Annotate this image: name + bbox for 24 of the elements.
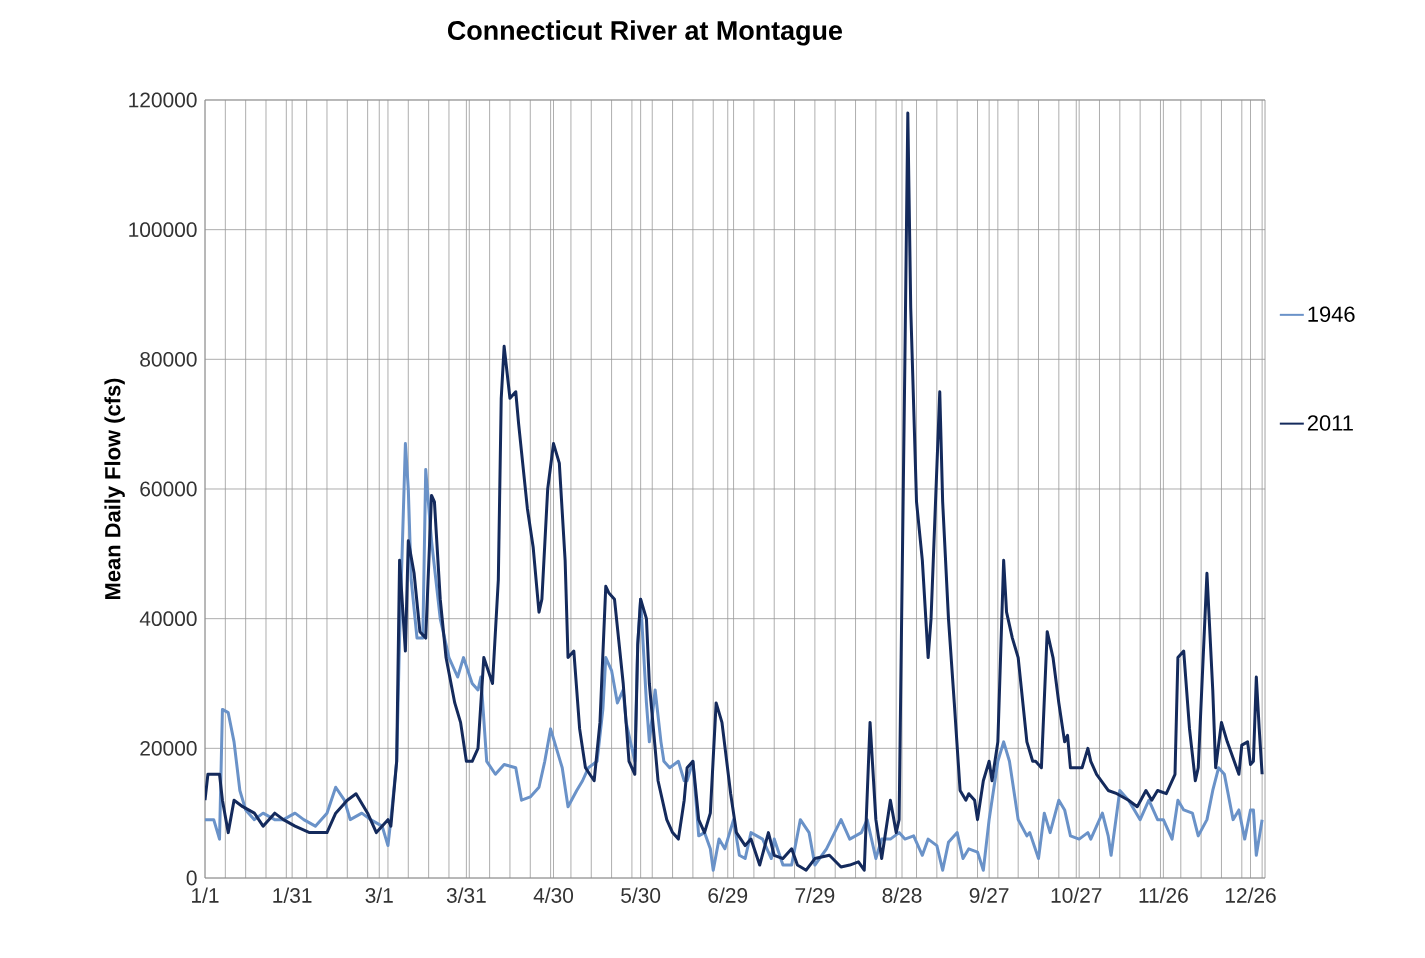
x-tick-label: 11/26 [1139, 887, 1188, 903]
y-tick-label: 80000 [140, 351, 197, 367]
y-tick-label: 60000 [140, 481, 197, 497]
x-tick-label: 8/28 [882, 887, 922, 903]
x-tick-label: 3/1 [365, 887, 393, 903]
x-tick-label: 7/29 [795, 887, 835, 903]
legend-label: 1946 [1308, 306, 1355, 322]
x-tick-label: 6/29 [708, 887, 748, 903]
y-tick-label: 0 [186, 870, 197, 886]
y-tick-label: 40000 [139, 611, 197, 627]
y-tick-label: 20000 [140, 740, 197, 756]
y-tick-label: 120000 [129, 92, 197, 108]
legend-label: 2011 [1307, 415, 1353, 431]
chart-title: Connecticut River at Montague [447, 20, 842, 46]
x-tick-label: 4/30 [533, 887, 574, 903]
x-tick-label: 9/27 [969, 887, 1009, 903]
x-tick-label: 10/27 [1051, 887, 1102, 903]
x-tick-label: 1/31 [273, 887, 312, 903]
x-tick-label: 12/26 [1225, 887, 1276, 903]
y-tick-label: 100000 [129, 222, 197, 238]
x-tick-label: 1/1 [192, 887, 219, 903]
x-tick-label: 3/31 [446, 887, 486, 903]
x-tick-label: 5/30 [621, 887, 661, 903]
y-axis-title: Mean Daily Flow (cfs) [104, 378, 125, 599]
